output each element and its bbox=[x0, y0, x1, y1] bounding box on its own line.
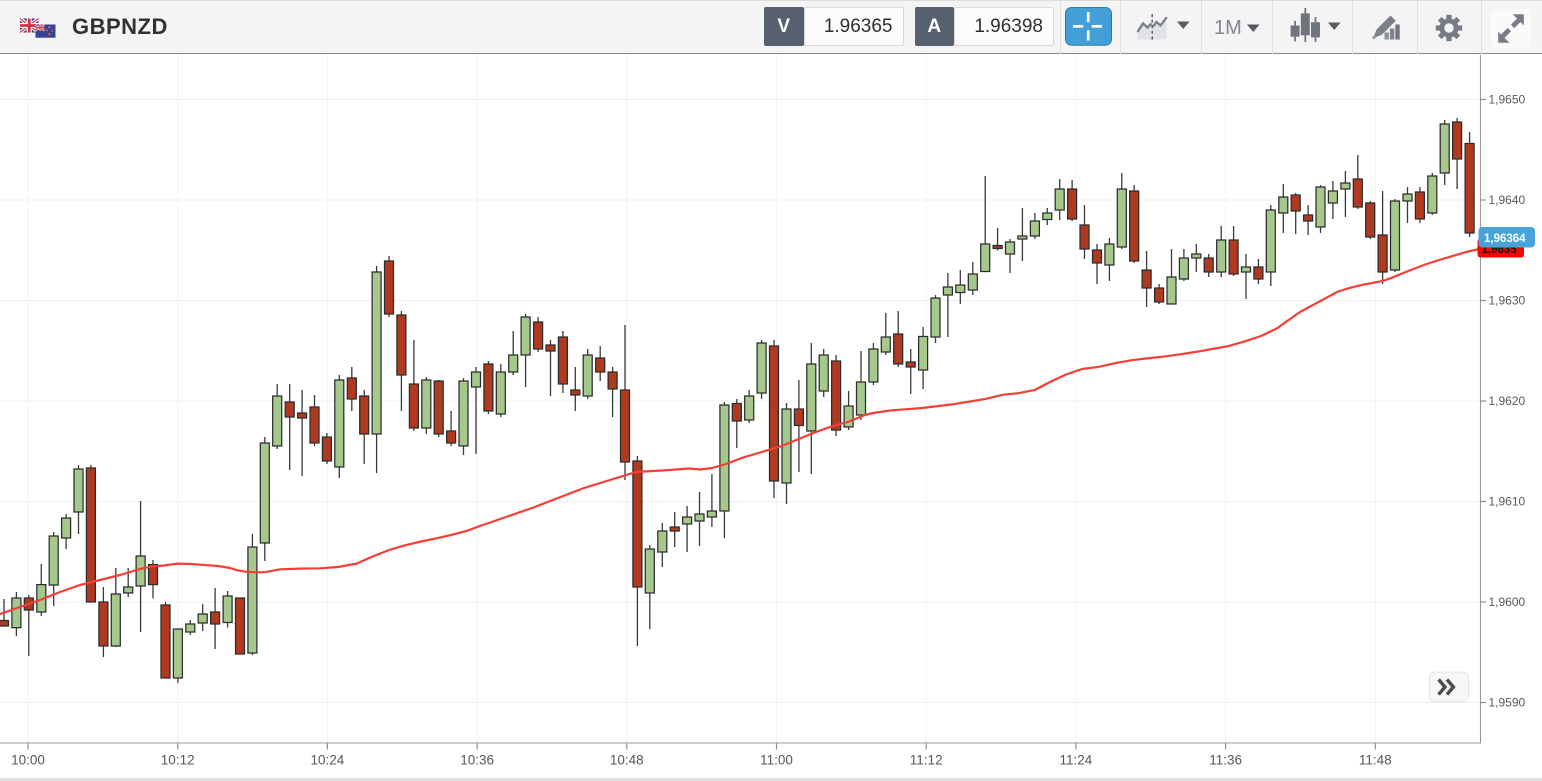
svg-text:1,9600: 1,9600 bbox=[1489, 595, 1526, 609]
svg-text:10:12: 10:12 bbox=[161, 753, 195, 768]
svg-text:1,9640: 1,9640 bbox=[1489, 193, 1526, 207]
svg-text:11:48: 11:48 bbox=[1359, 753, 1392, 768]
svg-text:10:24: 10:24 bbox=[311, 753, 345, 768]
svg-text:11:24: 11:24 bbox=[1060, 753, 1093, 768]
svg-text:11:12: 11:12 bbox=[910, 753, 943, 768]
svg-text:10:36: 10:36 bbox=[460, 753, 494, 768]
svg-text:11:36: 11:36 bbox=[1209, 753, 1242, 768]
svg-text:1,9630: 1,9630 bbox=[1489, 294, 1526, 308]
svg-text:10:00: 10:00 bbox=[11, 753, 45, 768]
svg-text:1,9650: 1,9650 bbox=[1489, 93, 1526, 107]
svg-text:1,96364: 1,96364 bbox=[1484, 233, 1526, 245]
svg-text:1,9590: 1,9590 bbox=[1489, 696, 1526, 710]
svg-text:10:48: 10:48 bbox=[610, 753, 644, 768]
svg-text:1,9620: 1,9620 bbox=[1489, 394, 1526, 408]
svg-text:1,9610: 1,9610 bbox=[1489, 495, 1526, 509]
svg-text:11:00: 11:00 bbox=[760, 753, 793, 768]
